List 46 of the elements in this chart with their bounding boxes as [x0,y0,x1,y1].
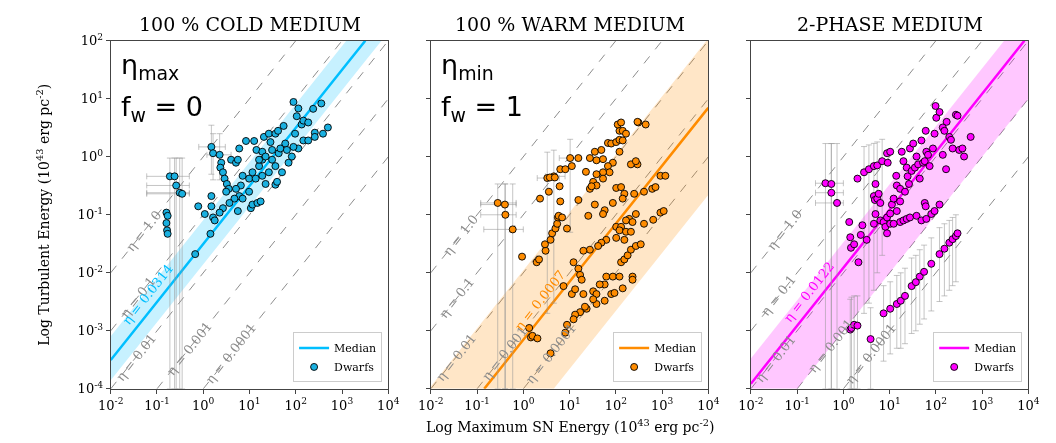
chart-title: 2-PHASE MEDIUM [797,13,984,35]
y-tick-label: 10$^{2}$ [80,31,104,49]
legend-label: Dwarfs [654,361,695,375]
annotation: η = 1.0 [440,211,482,259]
x-axis-title: Log Maximum SN Energy (10$^{43}$ erg pc$^{-2}$) [426,417,715,435]
x-tick-label: 10$^{2}$ [924,396,948,413]
annotation: η$_{max}$ [121,49,180,84]
legend-label: Median [654,342,697,356]
x-tick-label: 10$^{0}$ [512,396,535,413]
y-tick-label: 10$^{-1}$ [77,205,104,223]
y-tick-label: 10$^{-3}$ [77,321,104,339]
y-tick-label: 10$^{-4}$ [77,379,104,397]
x-tick-label: 10$^{-2}$ [738,396,764,413]
annotation: f$_{w}$ = 0 [121,91,203,126]
annotation: f$_{w}$ = 1 [441,91,523,126]
x-tick-label: 10$^{4}$ [377,396,400,413]
annotation: η = 1.0 [764,206,806,254]
legend-label: Median [334,342,377,356]
y-tick-label: 10$^{-2}$ [77,263,104,281]
x-tick-label: 10$^{1}$ [558,396,581,413]
x-tick-label: 10$^{-1}$ [464,396,490,413]
x-tick-label: 10$^{1}$ [238,396,261,413]
x-tick-label: 10$^{4}$ [697,396,720,413]
x-tick-label: 10$^{2}$ [284,396,307,413]
x-tick-label: 10$^{-2}$ [98,396,124,413]
annotation: η$_{min}$ [441,49,494,84]
x-tick-label: 10$^{3}$ [650,396,674,413]
x-tick-label: 10$^{2}$ [604,396,627,413]
chart-title: 100 % COLD MEDIUM [139,13,361,35]
x-tick-label: 10$^{-1}$ [144,396,170,413]
x-tick-label: 10$^{-1}$ [784,396,810,413]
annotation: η = 0.1 [436,274,478,322]
y-tick-label: 10$^{1}$ [80,89,104,107]
x-tick-label: 10$^{0}$ [192,396,215,413]
x-tick-label: 10$^{3}$ [970,396,994,413]
legend-label: Dwarfs [974,361,1015,375]
x-tick-label: 10$^{-2}$ [418,396,444,413]
legend-label: Dwarfs [334,361,375,375]
x-tick-label: 10$^{0}$ [832,396,855,413]
legend-label: Median [974,342,1017,356]
x-tick-label: 10$^{3}$ [330,396,354,413]
chart-title: 100 % WARM MEDIUM [455,13,686,35]
x-tick-label: 10$^{1}$ [878,396,901,413]
annotation: η = 1.0 [123,207,165,255]
y-tick-label: 10$^{0}$ [80,147,104,165]
x-tick-label: 10$^{4}$ [1017,396,1040,413]
